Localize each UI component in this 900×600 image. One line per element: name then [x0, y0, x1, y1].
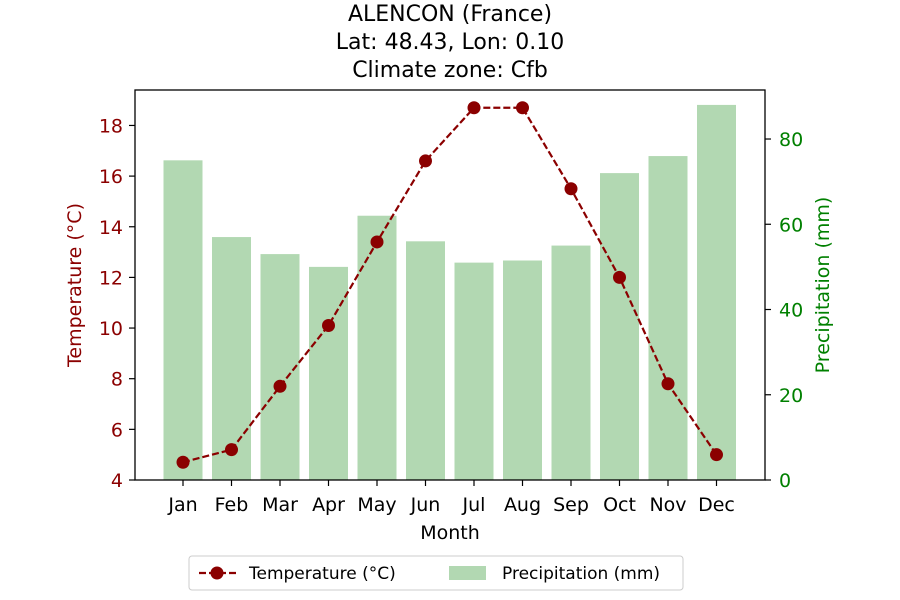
right-tick-label: 40 — [779, 300, 803, 322]
chart-title-line-1: ALENCON (France) — [348, 2, 552, 27]
temperature-point-apr — [322, 319, 335, 333]
legend-precipitation-label: Precipitation (mm) — [502, 564, 660, 584]
x-tick-label-sep: Sep — [553, 494, 589, 516]
temperature-point-sep — [564, 182, 578, 196]
temperature-point-oct — [613, 270, 626, 284]
precipitation-bar-may — [357, 215, 397, 480]
right-tick-label: 60 — [779, 214, 803, 236]
precipitation-bar-nov — [648, 156, 688, 481]
chart-title-line-2: Lat: 48.43, Lon: 0.10 — [336, 30, 564, 55]
temperature-point-feb — [225, 443, 238, 457]
temperature-series — [176, 101, 723, 469]
x-axis-label: Month — [420, 522, 480, 544]
legend-box — [188, 555, 684, 591]
left-tick-label: 18 — [99, 115, 123, 137]
right-axis-ticks: 0 20 40 60 80 — [765, 129, 803, 492]
left-tick-label: 4 — [111, 470, 123, 492]
temperature-point-jun — [419, 154, 432, 168]
x-tick-label-jul: Jul — [462, 494, 486, 516]
legend-precipitation-swatch — [449, 566, 486, 580]
x-tick-label-feb: Feb — [215, 494, 249, 516]
precipitation-bar-sep — [551, 245, 591, 480]
legend: Temperature (°C) Precipitation (mm) — [188, 555, 684, 591]
precipitation-bar-feb — [212, 237, 251, 480]
precipitation-bar-oct — [600, 173, 639, 481]
precipitation-bar-apr — [309, 266, 348, 480]
precipitation-bar-dec — [697, 104, 736, 480]
y-axis-left-label: Temperature (°C) — [64, 203, 86, 368]
left-tick-label: 14 — [99, 217, 123, 239]
temperature-point-aug — [516, 101, 529, 115]
legend-temperature-marker — [210, 566, 224, 580]
x-axis-ticks: Jan Feb Mar Apr May Jun Jul Aug Sep Oct Nov Dec — [167, 480, 735, 516]
temperature-point-jul — [467, 101, 481, 115]
x-tick-label-dec: Dec — [698, 494, 735, 516]
temperature-line — [182, 106, 718, 464]
left-tick-label: 12 — [99, 267, 123, 289]
x-tick-label-aug: Aug — [504, 494, 541, 516]
precipitation-bar-jun — [406, 241, 445, 480]
precipitation-bar-jan — [163, 160, 203, 480]
x-tick-label-jun: Jun — [410, 494, 441, 516]
plot-frame — [134, 89, 766, 481]
chart-title-line-3: Climate zone: Cfb — [352, 58, 548, 83]
legend-temperature-label: Temperature (°C) — [248, 564, 396, 584]
left-tick-label: 16 — [99, 166, 123, 188]
precipitation-bar-jul — [454, 262, 494, 480]
left-tick-label: 10 — [99, 318, 123, 340]
precipitation-bars — [163, 104, 736, 481]
left-tick-label: 8 — [111, 369, 123, 391]
left-tick-label: 6 — [111, 419, 123, 441]
x-tick-label-apr: Apr — [312, 494, 345, 516]
temperature-point-dec — [710, 448, 723, 462]
temperature-point-nov — [661, 377, 675, 391]
right-tick-label: 80 — [779, 129, 803, 151]
precipitation-bar-aug — [503, 260, 542, 480]
x-tick-label-mar: Mar — [262, 494, 298, 516]
right-tick-label: 20 — [779, 385, 803, 407]
temperature-point-may — [370, 235, 384, 249]
left-axis-ticks: 4 6 8 10 12 14 16 18 — [99, 115, 135, 492]
x-tick-label-may: May — [357, 494, 396, 516]
temperature-point-mar — [273, 379, 287, 393]
x-tick-label-oct: Oct — [603, 494, 636, 516]
temperature-point-jan — [176, 455, 190, 469]
x-tick-label-nov: Nov — [649, 494, 686, 516]
precipitation-bar-mar — [260, 254, 300, 480]
x-tick-label-jan: Jan — [167, 494, 197, 516]
right-tick-label: 0 — [779, 470, 791, 492]
y-axis-right-label: Precipitation (mm) — [812, 197, 834, 374]
